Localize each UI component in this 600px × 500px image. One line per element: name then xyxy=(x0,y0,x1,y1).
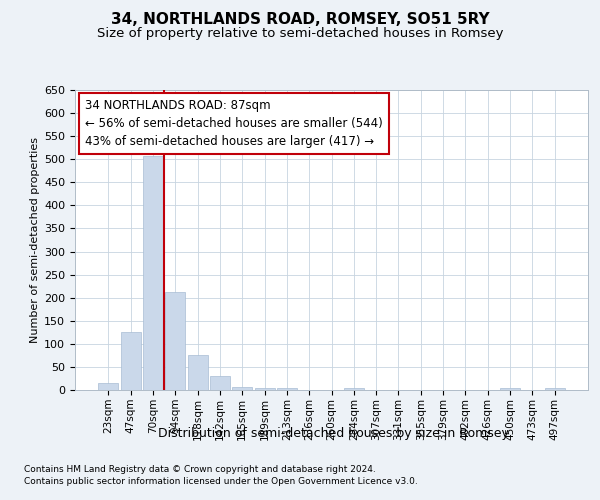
Bar xyxy=(254,388,275,390)
Bar xyxy=(188,355,208,390)
Text: 34, NORTHLANDS ROAD, ROMSEY, SO51 5RY: 34, NORTHLANDS ROAD, ROMSEY, SO51 5RY xyxy=(110,12,490,28)
Bar xyxy=(210,376,230,390)
Y-axis label: Number of semi-detached properties: Number of semi-detached properties xyxy=(30,137,40,343)
Bar xyxy=(344,388,364,390)
Bar xyxy=(277,388,297,390)
Bar xyxy=(121,332,141,390)
Text: Contains public sector information licensed under the Open Government Licence v3: Contains public sector information licen… xyxy=(24,478,418,486)
Bar xyxy=(500,388,520,390)
Text: Size of property relative to semi-detached houses in Romsey: Size of property relative to semi-detach… xyxy=(97,28,503,40)
Text: 34 NORTHLANDS ROAD: 87sqm
← 56% of semi-detached houses are smaller (544)
43% of: 34 NORTHLANDS ROAD: 87sqm ← 56% of semi-… xyxy=(85,99,383,148)
Text: Contains HM Land Registry data © Crown copyright and database right 2024.: Contains HM Land Registry data © Crown c… xyxy=(24,465,376,474)
Bar xyxy=(165,292,185,390)
Bar xyxy=(545,388,565,390)
Bar xyxy=(143,156,163,390)
Bar xyxy=(232,387,252,390)
Text: Distribution of semi-detached houses by size in Romsey: Distribution of semi-detached houses by … xyxy=(158,428,508,440)
Bar xyxy=(98,383,118,390)
